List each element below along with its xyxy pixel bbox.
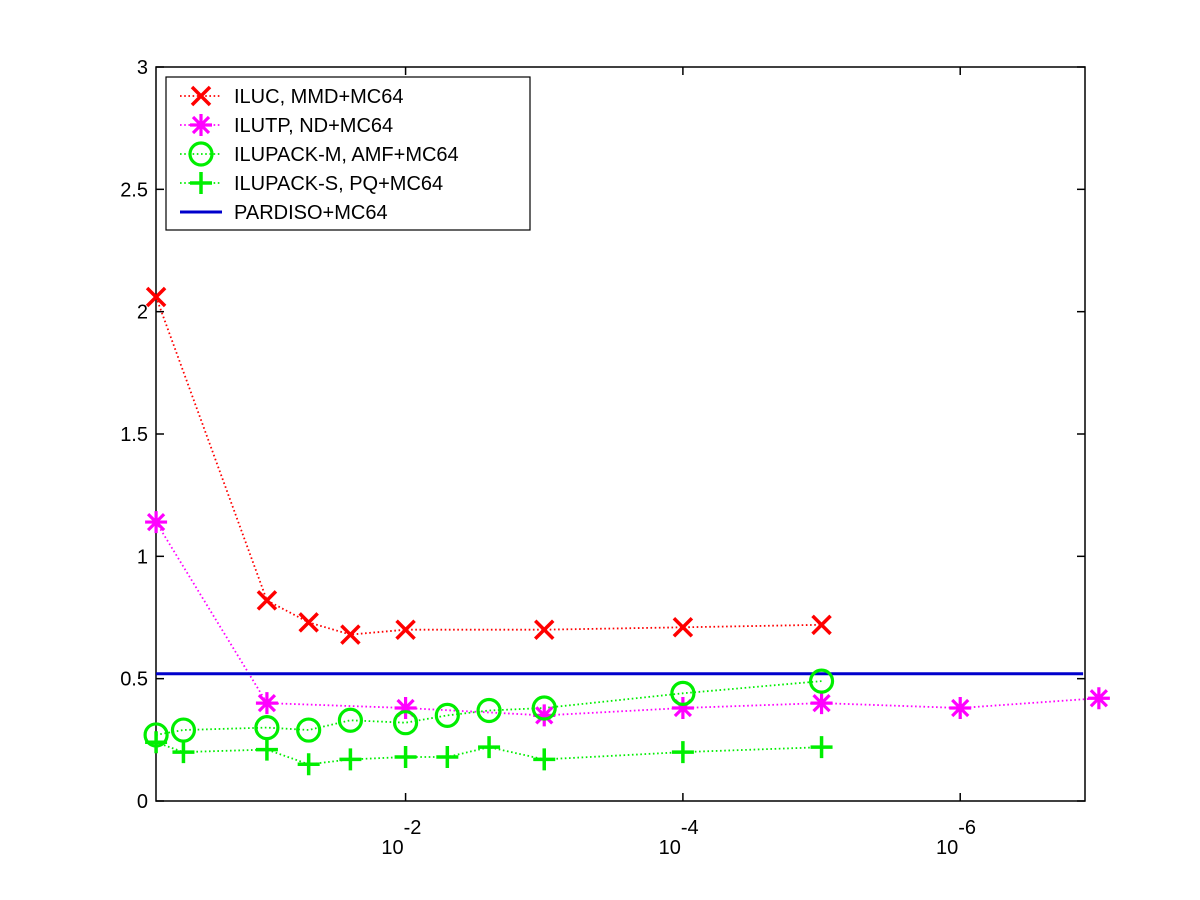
x-marker (340, 624, 361, 645)
plus-marker (339, 748, 362, 771)
asterisk-marker (1087, 687, 1110, 710)
asterisk-marker (190, 114, 212, 136)
series-line-0 (155, 296, 822, 636)
x-tick-exponent: -4 (681, 817, 699, 839)
asterisk-marker (394, 697, 417, 720)
plus-marker (810, 736, 833, 759)
x-marker (395, 619, 416, 640)
x-marker (298, 612, 319, 633)
legend-box (165, 76, 531, 231)
circle-marker (476, 697, 502, 724)
circle-marker (254, 714, 280, 741)
y-tick-label: 0.5 (120, 669, 148, 691)
plus-marker (172, 741, 195, 764)
plus-marker (297, 753, 320, 776)
x-tick-exponent: -6 (958, 817, 976, 839)
legend: ILUC, MMD+MC64 ILUTP, ND+MC64 ILUPACK-M, A… (165, 76, 531, 231)
x-marker (145, 286, 167, 308)
y-tick-label: 1 (137, 546, 148, 568)
asterisk-marker (949, 697, 972, 720)
plus-marker (190, 172, 212, 194)
legend-label: ILUPACK-M, AMF+MC64 (234, 144, 459, 166)
circle-marker (188, 141, 214, 167)
y-tick-label: 3 (137, 57, 148, 79)
y-tick-label: 0 (137, 791, 148, 813)
circle-marker (296, 717, 322, 743)
x-tick-label: 10 (381, 837, 403, 859)
series-lines (155, 296, 1099, 766)
plus-marker (255, 738, 278, 761)
circle-marker (170, 717, 197, 743)
y-tick-label: 2 (137, 302, 148, 324)
series-line-1 (155, 521, 1099, 717)
asterisk-marker (533, 704, 556, 727)
x-marker (534, 619, 555, 640)
legend-label: ILUC, MMD+MC64 (234, 86, 403, 108)
x-tick-label: 10 (936, 837, 958, 859)
series-line-3 (155, 741, 822, 766)
circle-marker (670, 680, 696, 706)
y-tick-label: 1.5 (120, 424, 148, 446)
x-marker (811, 614, 832, 636)
circle-marker (434, 702, 460, 728)
plus-marker (145, 731, 168, 754)
legend-label: ILUTP, ND+MC64 (234, 115, 393, 137)
x-marker (672, 617, 694, 638)
asterisk-marker (255, 692, 278, 715)
series-line-2 (155, 680, 822, 736)
asterisk-marker (145, 511, 168, 534)
plus-marker (394, 745, 417, 768)
x-marker (190, 85, 212, 107)
circle-marker (337, 707, 364, 733)
x-marker (256, 590, 278, 611)
asterisk-marker (810, 692, 833, 715)
circle-marker (808, 668, 835, 694)
x-tick-exponent: -2 (404, 817, 422, 839)
asterisk-marker (671, 697, 694, 720)
legend-label: ILUPACK-S, PQ+MC64 (234, 173, 443, 195)
plus-marker (478, 736, 501, 759)
x-tick-label: 10 (659, 837, 681, 859)
plus-marker (436, 745, 459, 768)
circle-marker (392, 710, 419, 736)
legend-label: PARDISO+MC64 (234, 202, 388, 224)
y-tick-label: 2.5 (120, 179, 148, 201)
plus-marker (671, 741, 694, 764)
plus-marker (533, 748, 556, 771)
circle-marker (531, 695, 557, 721)
series-markers (143, 286, 1110, 776)
